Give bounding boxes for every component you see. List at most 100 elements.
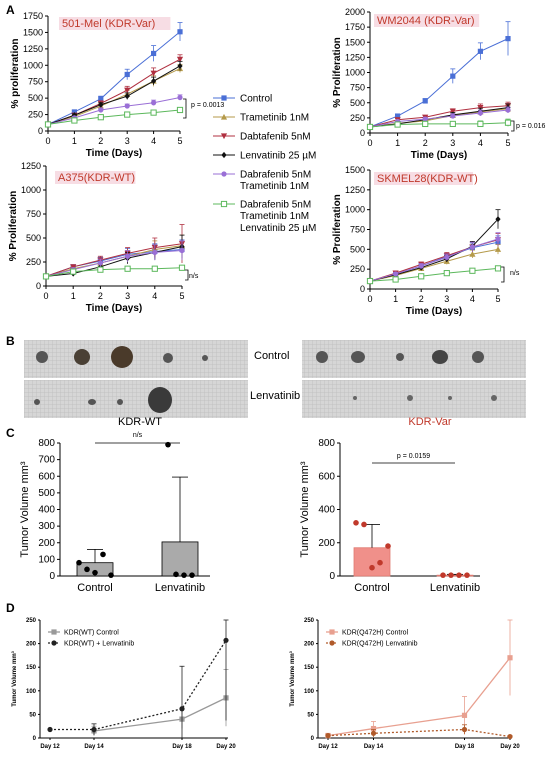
y-tick-label: 1250: [345, 52, 365, 62]
y-tick-label: 800: [318, 438, 335, 449]
data-point: [124, 71, 130, 78]
y-tick-label: 1000: [345, 205, 365, 215]
series-trametinib-1nm: [366, 244, 502, 284]
x-tick-label: 0: [367, 294, 372, 304]
y-tick-label: 1500: [23, 27, 43, 37]
legend-label: Lenvatinib 25 µM: [240, 151, 316, 162]
y-tick-label: 750: [26, 209, 41, 219]
tumor-photos: Control Lenvatinib KDR-WTKDR-Var: [24, 340, 526, 418]
legend-label: Trametinib 1nM: [240, 181, 309, 192]
data-point: [353, 520, 359, 526]
tumor: [353, 396, 357, 400]
y-tick-label: 150: [26, 665, 37, 671]
legend-entry-trametinib-1nm: Trametinib 1nM: [213, 113, 309, 124]
series-line: [369, 109, 509, 128]
legend-marker: [220, 200, 228, 208]
data-point: [366, 277, 374, 285]
significance-label: n/s: [189, 273, 199, 280]
series-line: [369, 238, 499, 282]
y-tick-label: 150: [304, 665, 315, 671]
data-point: [108, 572, 114, 578]
y-tick-label: 1000: [23, 60, 43, 70]
y-tick-label: 0: [360, 284, 365, 294]
significance-label: p = 0.016: [516, 123, 545, 130]
data-point: [47, 726, 53, 733]
y-tick-label: 100: [26, 689, 37, 695]
data-point: [91, 726, 97, 733]
series-line: [45, 243, 183, 277]
data-point: [393, 271, 399, 277]
photo-var-control: [302, 340, 526, 378]
tumor: [163, 353, 173, 363]
data-point: [449, 120, 456, 128]
data-point: [179, 247, 185, 254]
data-point: [461, 712, 468, 718]
chart-title: A375(KDR-WT): [58, 172, 135, 184]
data-point: [150, 109, 157, 116]
tumor: [432, 350, 448, 364]
y-tick-label: 0: [311, 736, 315, 742]
data-point: [385, 543, 391, 549]
tumor: [396, 353, 404, 361]
data-point: [97, 114, 104, 121]
x-tick-label: Day 20: [500, 744, 520, 750]
data-point: [71, 109, 77, 115]
data-point: [366, 123, 374, 131]
significance-label: p = 0.0159: [397, 453, 430, 460]
data-point: [392, 276, 399, 283]
significance-bracket: [511, 120, 515, 132]
legend-marker: [221, 171, 227, 177]
tumor: [36, 351, 48, 363]
y-tick-label: 1750: [23, 11, 43, 21]
x-axis-title: Time (Days): [86, 148, 143, 159]
y-tick-label: 250: [26, 257, 41, 267]
data-point: [98, 101, 104, 108]
data-point: [495, 216, 501, 223]
y-tick-label: 500: [28, 93, 43, 103]
y-axis-title: % Proliferation: [332, 37, 343, 108]
data-point: [464, 572, 470, 578]
x-tick-label: Day 18: [172, 744, 192, 750]
legend-label: KDR(Q472H) Lenvatinib: [342, 641, 418, 648]
legend-marker: [329, 640, 335, 646]
data-point: [179, 706, 185, 712]
tumor: [117, 399, 123, 405]
y-tick-label: 0: [38, 126, 43, 136]
y-tick-label: 250: [26, 618, 37, 624]
x-axis-title: Time (Days): [86, 303, 143, 314]
tumor: [448, 396, 452, 400]
y-tick-label: 1000: [345, 68, 365, 78]
y-tick-label: 400: [318, 505, 335, 516]
photo-wt-lenvatinib: [24, 380, 248, 418]
data-point: [477, 48, 483, 54]
legend-entry-dabtafenib-5nm: Dabtafenib 5nM: [213, 132, 311, 143]
chart-bar-kdr-wt: 0 100 200 300 400 500 600 700 800 Tumor Volume mm…: [19, 416, 210, 594]
data-point: [71, 117, 78, 124]
significance-label: n/s: [133, 432, 143, 439]
y-axis-title: Tumor Volume mm³: [289, 651, 296, 706]
data-point: [477, 110, 483, 116]
x-tick-label: Control: [77, 582, 112, 594]
series-line: [47, 109, 181, 125]
data-point: [98, 96, 104, 102]
data-point: [124, 87, 131, 94]
data-point: [92, 569, 98, 576]
y-axis-title: Tumor Volume mm³: [299, 461, 311, 558]
data-point: [42, 273, 50, 280]
data-point: [449, 108, 456, 115]
y-tick-label: 600: [38, 471, 55, 482]
x-tick-label: 4: [152, 291, 157, 301]
y-tick-label: 300: [38, 521, 55, 532]
data-point: [507, 733, 513, 740]
chart-wm2044: 0 250 500 750 1000 1250 1500 1750 2000 0 1 2 3 4 5 Time…: [332, 7, 545, 161]
y-tick-label: 250: [350, 113, 365, 123]
data-point: [173, 571, 179, 578]
tumor: [316, 351, 328, 363]
data-point: [84, 566, 90, 573]
series-dabrafenib-5nm-trametinib-1nm-lenvatinib-25-m: [366, 118, 512, 131]
x-tick-label: 2: [423, 138, 428, 148]
significance-bracket: [185, 269, 189, 281]
title-highlight: [374, 14, 480, 27]
y-tick-label: 700: [38, 455, 55, 466]
